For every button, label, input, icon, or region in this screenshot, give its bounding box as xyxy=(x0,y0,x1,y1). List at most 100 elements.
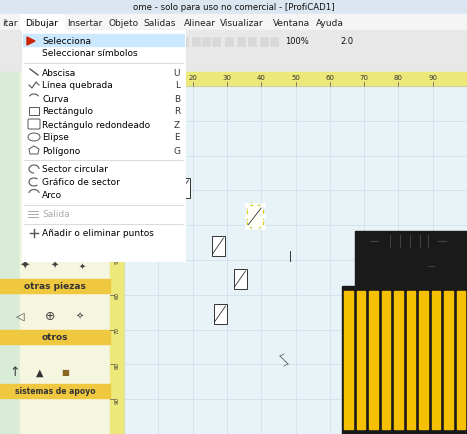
Bar xyxy=(124,87,467,434)
Bar xyxy=(192,38,200,47)
Text: 40: 40 xyxy=(114,222,120,229)
Text: otras piezas: otras piezas xyxy=(24,282,86,291)
Bar xyxy=(237,38,245,47)
Bar xyxy=(253,204,257,207)
Bar xyxy=(23,35,184,47)
Text: 10: 10 xyxy=(154,75,163,81)
Text: ✦: ✦ xyxy=(78,261,85,270)
Text: 20: 20 xyxy=(114,153,120,160)
Text: Salidas: Salidas xyxy=(143,19,176,27)
Bar xyxy=(382,291,390,429)
Text: otros: otros xyxy=(42,332,68,341)
Bar xyxy=(0,0,467,15)
Text: G: G xyxy=(173,146,180,155)
Bar xyxy=(444,291,453,429)
Text: ✧: ✧ xyxy=(76,311,84,321)
Text: 20: 20 xyxy=(188,75,197,81)
Bar xyxy=(0,384,110,398)
Bar xyxy=(270,38,278,47)
Text: R: R xyxy=(174,107,180,116)
Bar xyxy=(261,214,265,218)
Text: Seleccionar símbolos: Seleccionar símbolos xyxy=(42,49,138,58)
Text: Objeto: Objeto xyxy=(108,19,138,27)
Text: 90: 90 xyxy=(428,75,437,81)
Text: ■: ■ xyxy=(61,368,69,376)
Text: 80: 80 xyxy=(394,75,403,81)
Bar xyxy=(344,291,353,429)
Text: 50: 50 xyxy=(114,257,120,264)
Bar xyxy=(212,38,220,47)
Bar xyxy=(261,226,265,230)
Text: ✦: ✦ xyxy=(20,259,30,272)
Text: 30: 30 xyxy=(114,187,120,194)
Text: B: B xyxy=(174,94,180,103)
Text: 100%: 100% xyxy=(285,37,309,46)
Text: Sector circular: Sector circular xyxy=(42,165,108,174)
Text: Z: Z xyxy=(174,120,180,129)
Text: Salida: Salida xyxy=(42,210,70,219)
Text: sistemas de apoyo: sistemas de apoyo xyxy=(14,386,95,395)
Text: ✦: ✦ xyxy=(51,260,59,270)
Bar xyxy=(180,38,188,47)
Bar xyxy=(245,226,249,230)
Text: 70: 70 xyxy=(360,75,368,81)
Bar xyxy=(177,178,190,198)
Text: Línea quebrada: Línea quebrada xyxy=(42,81,113,90)
Text: Gráfico de sector: Gráfico de sector xyxy=(42,178,120,187)
Bar xyxy=(342,286,467,434)
Text: Curva: Curva xyxy=(42,94,69,103)
Bar xyxy=(225,38,233,47)
Bar xyxy=(22,31,185,261)
Text: 40: 40 xyxy=(257,75,266,81)
Bar xyxy=(406,291,415,429)
Bar xyxy=(432,291,440,429)
Bar xyxy=(253,226,257,230)
Text: Visualizar: Visualizar xyxy=(220,19,264,27)
Bar xyxy=(29,108,39,116)
Bar xyxy=(234,270,247,289)
Bar xyxy=(247,206,263,227)
Bar xyxy=(0,279,110,293)
Text: 90: 90 xyxy=(114,396,120,403)
Text: 70: 70 xyxy=(114,326,120,333)
Text: 50: 50 xyxy=(291,75,300,81)
Bar xyxy=(0,330,110,344)
Text: Rectángulo: Rectángulo xyxy=(42,107,93,116)
Bar xyxy=(457,291,465,429)
Bar xyxy=(0,53,467,73)
Bar xyxy=(124,73,467,87)
Bar xyxy=(248,38,256,47)
Bar xyxy=(125,38,133,47)
Bar xyxy=(245,214,249,218)
Bar xyxy=(245,204,249,207)
Text: Insertar: Insertar xyxy=(67,19,102,27)
Bar xyxy=(157,38,165,47)
Bar xyxy=(261,204,265,207)
Polygon shape xyxy=(408,263,428,273)
Bar xyxy=(20,15,64,31)
Text: Elipse: Elipse xyxy=(42,133,69,142)
Text: 10: 10 xyxy=(114,118,120,125)
Polygon shape xyxy=(27,38,35,46)
Bar xyxy=(0,31,467,53)
Bar xyxy=(110,87,124,434)
Text: ▲: ▲ xyxy=(36,367,44,377)
Bar xyxy=(146,38,154,47)
Polygon shape xyxy=(408,260,428,270)
Text: 60: 60 xyxy=(325,75,334,81)
Text: 2.0: 2.0 xyxy=(340,37,353,46)
Text: itar: itar xyxy=(2,19,17,27)
Text: Arco: Arco xyxy=(42,191,62,200)
Text: 60: 60 xyxy=(114,292,120,299)
Text: Alinear: Alinear xyxy=(184,19,216,27)
Text: ome - solo para uso no comercial - [ProfiCAD1]: ome - solo para uso no comercial - [Prof… xyxy=(133,3,334,12)
Text: Ayuda: Ayuda xyxy=(316,19,344,27)
Text: L: L xyxy=(175,81,180,90)
Bar xyxy=(378,233,438,250)
Text: ⊕: ⊕ xyxy=(45,309,55,322)
Text: Abscisa: Abscisa xyxy=(42,68,76,77)
Bar xyxy=(213,304,226,324)
Bar xyxy=(356,291,365,429)
Text: Añadir o eliminar puntos: Añadir o eliminar puntos xyxy=(42,229,154,238)
Bar xyxy=(166,38,174,47)
